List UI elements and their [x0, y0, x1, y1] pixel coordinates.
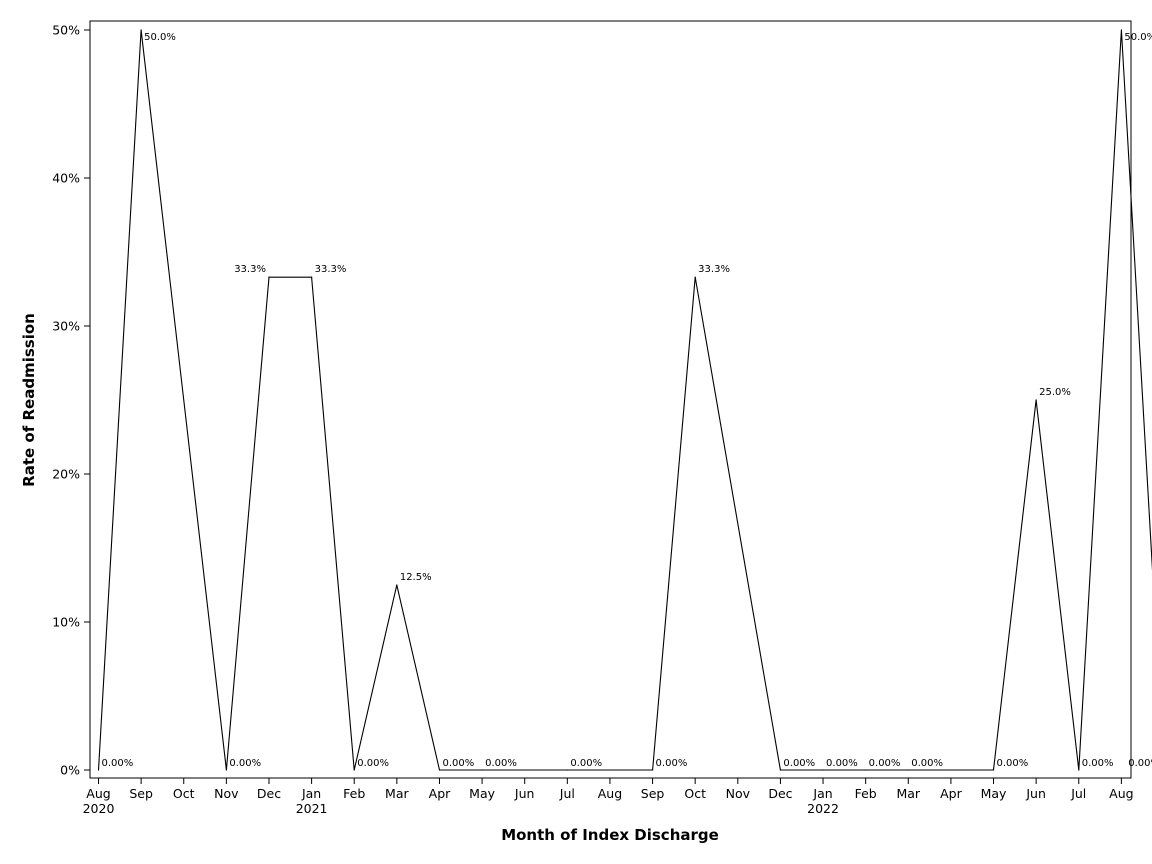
data-point: [779, 769, 782, 771]
data-label: 50.0%: [1124, 32, 1152, 43]
data-label: 25.0%: [1039, 387, 1071, 398]
x-tick-label: Mar: [896, 786, 920, 801]
y-axis: 0% 10% 20% 30% 40% 50%: [52, 23, 90, 778]
y-tick-label: 50%: [52, 23, 80, 38]
data-point: [268, 276, 270, 278]
data-point: [353, 769, 355, 771]
x-tick-label: Dec: [768, 786, 792, 801]
data-point: [651, 769, 654, 771]
data-label: 12.5%: [400, 572, 432, 583]
data-point: [438, 769, 441, 771]
data-label-layer: 0.00% 50.0% 0.00% 33.3% 33.3% 0.00% 12.5% 0.00%…: [102, 32, 1152, 769]
plot-frame: [89, 20, 1132, 779]
x-tick-label: Sep: [641, 786, 665, 801]
x-tick-label: Jan: [301, 786, 321, 801]
data-label: 33.3%: [698, 264, 730, 275]
x-tick-label: Apr: [429, 786, 451, 801]
x-tick-label: Feb: [855, 786, 877, 801]
data-point: [1078, 769, 1080, 771]
data-label: 0.00%: [229, 758, 261, 769]
data-point: [225, 769, 227, 771]
x-tick-label: Jul: [559, 786, 575, 801]
x-tick-label: Oct: [684, 786, 706, 801]
x-tick-label: May: [469, 786, 495, 801]
data-point: [1035, 399, 1037, 401]
x-tick-label: Aug: [598, 786, 622, 801]
x-tick-label: Mar: [385, 786, 409, 801]
series-layer: [97, 29, 1152, 771]
data-label: 33.3%: [234, 264, 266, 275]
y-tick-label: 10%: [52, 615, 80, 630]
x-tick-label: Jan: [812, 786, 832, 801]
data-point: [694, 276, 696, 278]
data-point: [396, 584, 398, 586]
data-label: 0.00%: [783, 758, 815, 769]
x-tick-label: Aug: [1109, 786, 1133, 801]
data-point: [992, 769, 995, 771]
x-tick-label: May: [981, 786, 1007, 801]
x-year-label: 2022: [807, 801, 839, 816]
data-label: 0.00%: [357, 758, 389, 769]
y-tick-label: 0%: [60, 763, 80, 778]
x-tick-label: Oct: [173, 786, 195, 801]
data-point: [97, 769, 100, 771]
data-label: 0.00%: [485, 758, 517, 769]
x-tick-label: Jun: [1025, 786, 1046, 801]
data-point: [140, 29, 142, 31]
x-tick-label: Feb: [343, 786, 365, 801]
data-label: 0.00%: [826, 758, 858, 769]
x-tick-label: Nov: [726, 786, 751, 801]
data-label: 0.00%: [997, 758, 1029, 769]
y-tick-label: 20%: [52, 467, 80, 482]
data-point: [907, 769, 909, 771]
data-point: [1120, 29, 1122, 31]
y-tick-label: 30%: [52, 319, 80, 334]
x-year-label: 2021: [296, 801, 328, 816]
x-tick-label: Sep: [129, 786, 153, 801]
data-label: 0.00%: [102, 758, 134, 769]
data-point: [865, 769, 867, 771]
x-tick-label: Jul: [1070, 786, 1086, 801]
data-label: 0.00%: [442, 758, 474, 769]
x-tick-label: Jun: [514, 786, 535, 801]
x-axis-title: Month of Index Discharge: [501, 826, 719, 844]
data-label: 0.00%: [911, 758, 943, 769]
data-label: 0.00%: [869, 758, 901, 769]
x-tick-label: Nov: [214, 786, 239, 801]
x-tick-label: Aug: [86, 786, 110, 801]
data-label: 33.3%: [315, 264, 347, 275]
data-label: 0.00%: [570, 758, 602, 769]
y-axis-title: Rate of Readmission: [20, 313, 38, 487]
data-label: 0.00%: [656, 758, 688, 769]
data-point: [311, 276, 313, 278]
x-tick-label: Apr: [940, 786, 962, 801]
series-line: [97, 29, 1152, 771]
data-label: 0.00%: [1082, 758, 1114, 769]
y-tick-label: 40%: [52, 171, 80, 186]
x-tick-label: Dec: [257, 786, 281, 801]
data-point: [481, 769, 483, 771]
x-year-label: 2020: [83, 801, 115, 816]
data-label: 0.00%: [1128, 758, 1152, 769]
data-label: 50.0%: [144, 32, 176, 43]
data-point: [566, 769, 568, 771]
data-point: [822, 769, 824, 771]
